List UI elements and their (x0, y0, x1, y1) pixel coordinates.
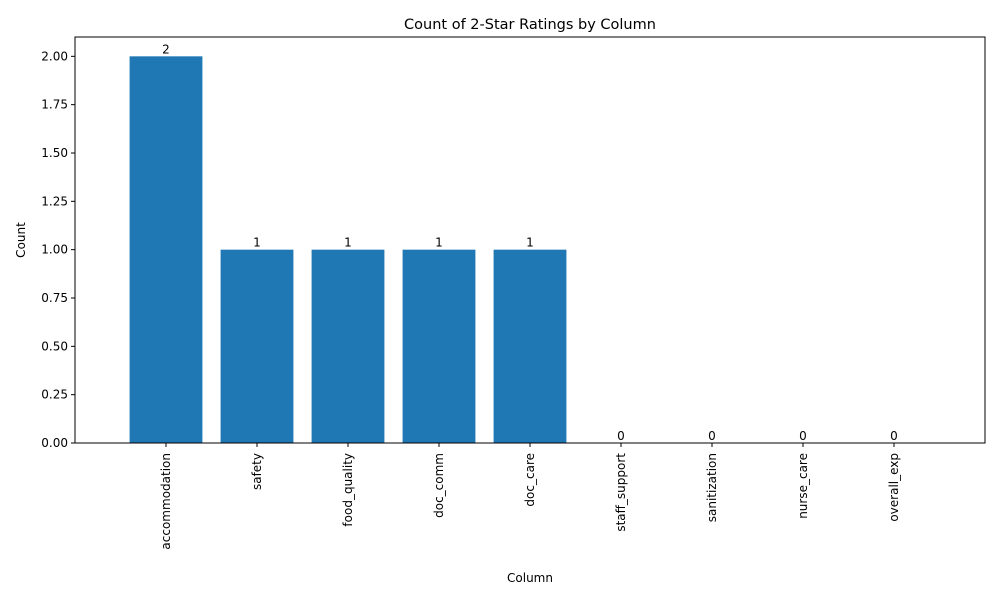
bar-value-label-staff_support: 0 (617, 429, 625, 443)
x-axis-title: Column (507, 571, 553, 585)
x-tick-label-overall_exp: overall_exp (887, 453, 901, 522)
bar-doc_care (493, 249, 567, 443)
x-tick-label-food_quality: food_quality (341, 453, 355, 527)
bar-value-label-doc_care: 1 (526, 236, 534, 250)
y-tick-label: 1.25 (41, 194, 68, 208)
x-tick-label-staff_support: staff_support (614, 453, 628, 532)
y-tick-label: 1.50 (41, 146, 68, 160)
y-tick-label: 1.75 (41, 98, 68, 112)
bar-doc_comm (402, 249, 476, 443)
bar-labels-group: 2 1 1 1 1 0 0 0 0 (162, 42, 898, 443)
y-tick-label: 0.25 (41, 388, 68, 402)
bar-value-label-sanitization: 0 (708, 429, 716, 443)
x-tick-label-safety: safety (250, 453, 264, 490)
y-axis: 0.00 0.25 0.50 0.75 1.00 1.25 1.50 1.75 2.00 (41, 49, 75, 450)
x-tick-label-accommodation: accommodation (159, 453, 173, 550)
bar-accommodation (129, 56, 203, 443)
chart-title: Count of 2-Star Ratings by Column (404, 17, 656, 33)
bar-value-label-accommodation: 2 (162, 42, 170, 56)
x-tick-label-sanitization: sanitization (705, 453, 719, 522)
bars-group (129, 56, 567, 443)
bar-value-label-overall_exp: 0 (890, 429, 898, 443)
y-tick-label: 1.00 (41, 243, 68, 257)
bar-value-label-nurse_care: 0 (799, 429, 807, 443)
bar-value-label-doc_comm: 1 (435, 236, 443, 250)
x-tick-label-doc_care: doc_care (523, 453, 537, 507)
bar-value-label-food_quality: 1 (344, 236, 352, 250)
bar-value-label-safety: 1 (253, 236, 261, 250)
y-tick-label: 0.75 (41, 291, 68, 305)
bar-food_quality (311, 249, 385, 443)
y-axis-title: Count (14, 222, 28, 258)
x-tick-label-doc_comm: doc_comm (432, 453, 446, 518)
plot-frame (74, 36, 986, 444)
x-tick-label-nurse_care: nurse_care (796, 453, 810, 519)
y-tick-label: 2.00 (41, 49, 68, 63)
x-axis: accommodation safety food_quality doc_comm d… (159, 443, 901, 550)
y-tick-label: 0.50 (41, 339, 68, 353)
y-tick-label: 0.00 (41, 436, 68, 450)
bar-safety (220, 249, 294, 443)
